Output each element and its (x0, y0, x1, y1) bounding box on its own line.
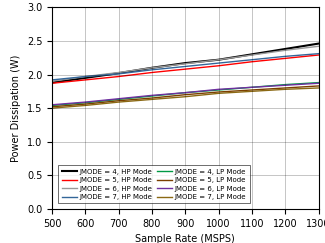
Line: JMODE = 4, LP Mode: JMODE = 4, LP Mode (52, 83, 318, 105)
JMODE = 7, LP Mode (183, 95, 187, 98)
JMODE = 7, HP Mode (183, 65, 187, 68)
Y-axis label: Power Dissipation (W): Power Dissipation (W) (11, 54, 21, 162)
JMODE = 6, HP Mode (83, 75, 87, 78)
JMODE = 6, LP Mode (250, 86, 254, 89)
JMODE = 4, HP Mode (283, 48, 287, 51)
Line: JMODE = 6, LP Mode: JMODE = 6, LP Mode (52, 83, 318, 105)
JMODE = 5, HP Mode (150, 71, 154, 74)
JMODE = 5, HP Mode (83, 78, 87, 81)
JMODE = 5, HP Mode (250, 60, 254, 63)
JMODE = 6, LP Mode (216, 88, 220, 91)
JMODE = 7, LP Mode (283, 88, 287, 91)
JMODE = 7, HP Mode (117, 72, 121, 75)
JMODE = 4, LP Mode (50, 104, 54, 107)
X-axis label: Sample Rate (MSPS): Sample Rate (MSPS) (136, 234, 235, 243)
Line: JMODE = 7, HP Mode: JMODE = 7, HP Mode (52, 54, 318, 80)
JMODE = 5, LP Mode (216, 91, 220, 94)
JMODE = 6, LP Mode (50, 103, 54, 106)
Line: JMODE = 7, LP Mode: JMODE = 7, LP Mode (52, 88, 318, 108)
JMODE = 6, HP Mode (117, 71, 121, 74)
JMODE = 5, HP Mode (50, 82, 54, 85)
JMODE = 4, LP Mode (117, 98, 121, 101)
JMODE = 6, LP Mode (83, 101, 87, 104)
JMODE = 6, HP Mode (283, 49, 287, 52)
Legend: JMODE = 4, HP Mode, JMODE = 5, HP Mode, JMODE = 6, HP Mode, JMODE = 7, HP Mode, : JMODE = 4, HP Mode, JMODE = 5, HP Mode, … (58, 165, 250, 203)
JMODE = 7, HP Mode (317, 52, 320, 55)
JMODE = 4, HP Mode (50, 81, 54, 84)
JMODE = 4, LP Mode (216, 88, 220, 91)
JMODE = 6, HP Mode (150, 66, 154, 69)
JMODE = 6, LP Mode (150, 94, 154, 97)
JMODE = 7, LP Mode (216, 92, 220, 95)
Line: JMODE = 5, HP Mode: JMODE = 5, HP Mode (52, 55, 318, 83)
JMODE = 5, HP Mode (117, 75, 121, 78)
JMODE = 4, HP Mode (83, 77, 87, 79)
JMODE = 4, LP Mode (150, 95, 154, 97)
JMODE = 7, LP Mode (83, 104, 87, 107)
JMODE = 5, HP Mode (183, 68, 187, 71)
JMODE = 6, HP Mode (317, 45, 320, 48)
JMODE = 4, LP Mode (83, 101, 87, 104)
JMODE = 7, HP Mode (250, 58, 254, 61)
Line: JMODE = 6, HP Mode: JMODE = 6, HP Mode (52, 46, 318, 81)
JMODE = 7, HP Mode (150, 68, 154, 71)
JMODE = 4, HP Mode (117, 72, 121, 75)
JMODE = 7, LP Mode (50, 107, 54, 110)
JMODE = 5, HP Mode (317, 53, 320, 56)
JMODE = 7, HP Mode (50, 78, 54, 81)
JMODE = 5, LP Mode (183, 93, 187, 96)
JMODE = 7, HP Mode (283, 55, 287, 58)
JMODE = 5, LP Mode (150, 97, 154, 100)
JMODE = 5, LP Mode (83, 103, 87, 105)
JMODE = 7, LP Mode (250, 90, 254, 93)
JMODE = 4, HP Mode (216, 58, 220, 61)
JMODE = 4, HP Mode (183, 62, 187, 65)
JMODE = 4, HP Mode (317, 42, 320, 45)
JMODE = 6, HP Mode (216, 58, 220, 61)
JMODE = 4, LP Mode (283, 83, 287, 86)
JMODE = 5, LP Mode (250, 88, 254, 91)
JMODE = 5, HP Mode (283, 57, 287, 60)
JMODE = 6, LP Mode (283, 84, 287, 87)
JMODE = 7, HP Mode (83, 75, 87, 78)
JMODE = 7, LP Mode (317, 87, 320, 89)
JMODE = 4, HP Mode (250, 53, 254, 56)
JMODE = 5, LP Mode (50, 105, 54, 108)
JMODE = 4, HP Mode (150, 66, 154, 69)
JMODE = 5, LP Mode (317, 85, 320, 87)
JMODE = 6, LP Mode (317, 82, 320, 85)
JMODE = 6, LP Mode (117, 97, 121, 100)
JMODE = 4, LP Mode (183, 91, 187, 94)
JMODE = 6, LP Mode (183, 91, 187, 94)
Line: JMODE = 4, HP Mode: JMODE = 4, HP Mode (52, 43, 318, 83)
JMODE = 6, HP Mode (50, 80, 54, 83)
JMODE = 4, LP Mode (317, 81, 320, 84)
JMODE = 5, LP Mode (117, 99, 121, 102)
JMODE = 7, LP Mode (117, 101, 121, 104)
JMODE = 5, LP Mode (283, 87, 287, 89)
JMODE = 6, HP Mode (183, 62, 187, 65)
JMODE = 7, LP Mode (150, 98, 154, 101)
JMODE = 7, HP Mode (216, 62, 220, 65)
JMODE = 4, LP Mode (250, 86, 254, 89)
JMODE = 5, HP Mode (216, 64, 220, 67)
JMODE = 6, HP Mode (250, 53, 254, 56)
Line: JMODE = 5, LP Mode: JMODE = 5, LP Mode (52, 86, 318, 107)
